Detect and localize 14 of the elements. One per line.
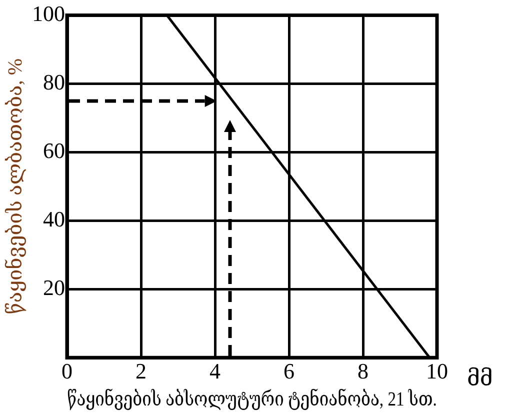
y-tick-label: 40	[43, 206, 65, 232]
x-tick-label: 6	[284, 358, 294, 384]
x-tick-label: 2	[136, 358, 146, 384]
text: მმ	[467, 365, 493, 390]
y-tick-label: 80	[43, 69, 65, 94]
y-tick-label: 20	[43, 274, 65, 300]
y-axis-title: წაყინვების ალბათობა, %	[4, 58, 26, 314]
x-axis-title: წაყინვების აბსოლუტური ტენიანობა, 21 სთ.	[67, 388, 437, 411]
x-tick-label: 0	[62, 358, 72, 384]
x-tick-label: 10	[426, 358, 448, 384]
x-tick-label: 8	[358, 358, 368, 384]
y-tick-label: 100	[32, 0, 65, 26]
x-tick-label: 4	[210, 358, 220, 384]
y-tick-label: 60	[43, 138, 65, 163]
